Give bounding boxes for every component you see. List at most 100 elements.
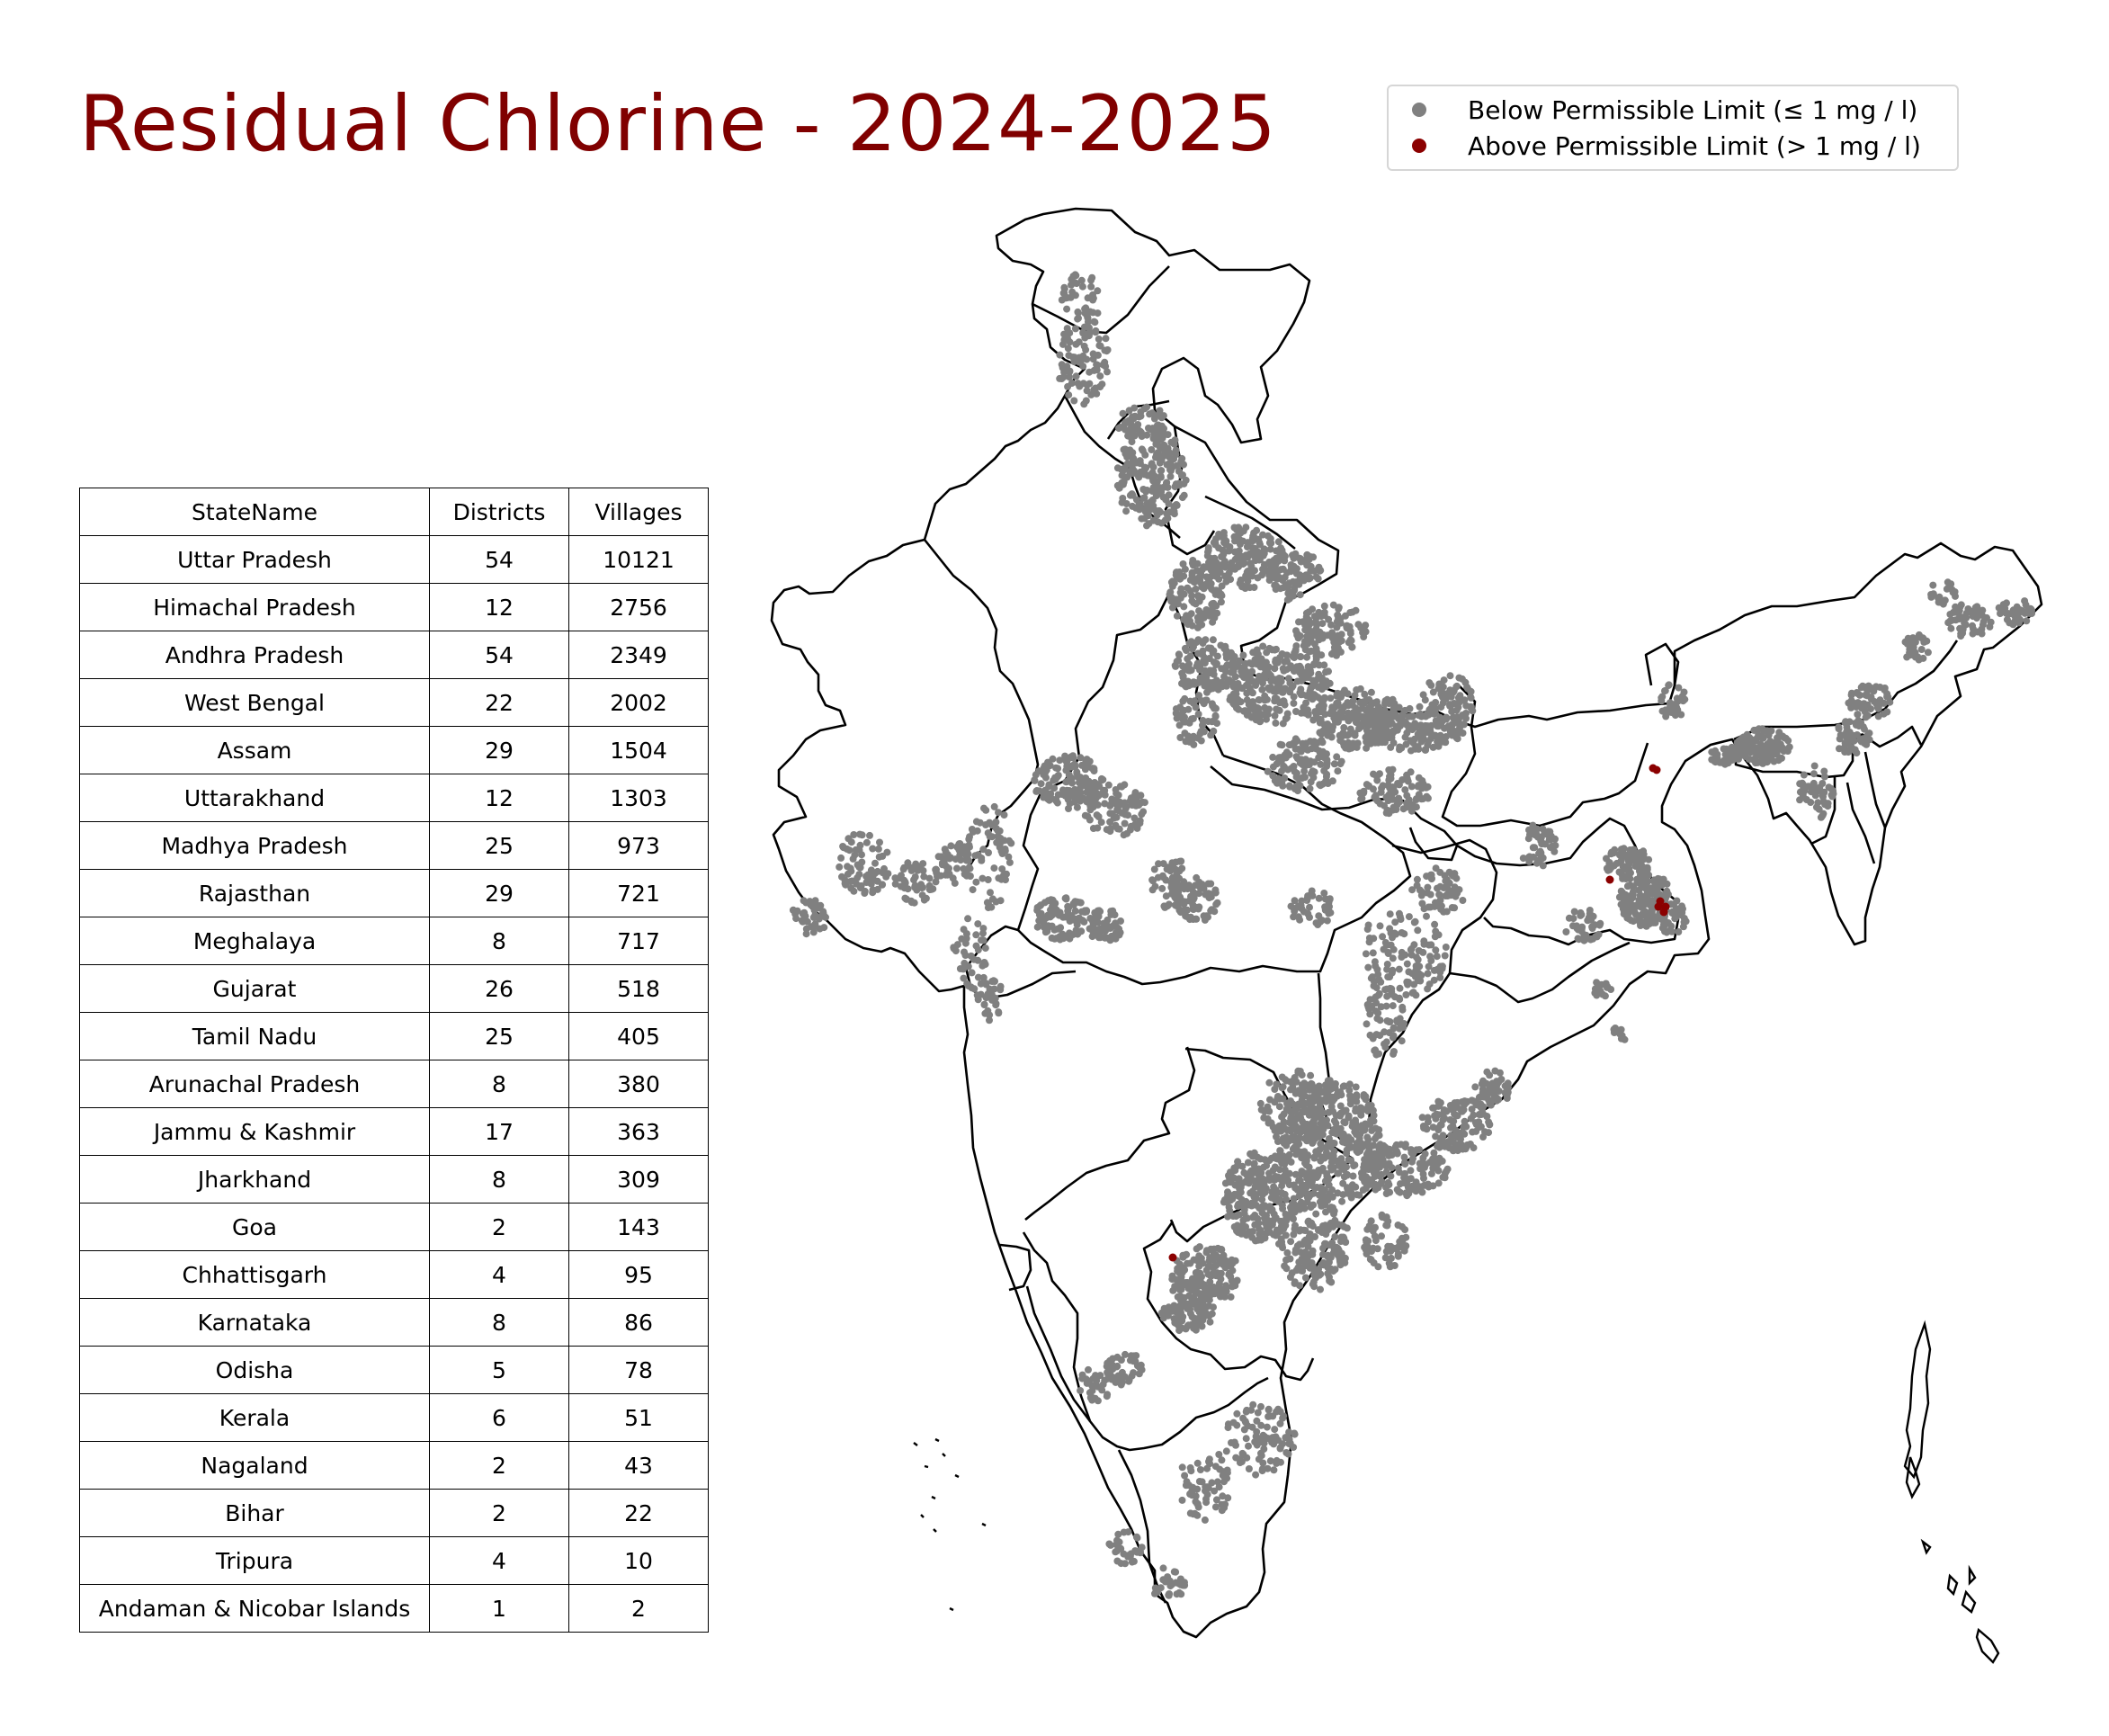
state-cell: Tripura	[79, 1536, 430, 1585]
sample-point-below	[1145, 520, 1153, 528]
sample-point-below	[1615, 893, 1623, 901]
sample-point-below	[1386, 910, 1394, 918]
sample-point-below	[1261, 1156, 1269, 1164]
sample-point-below	[1184, 1305, 1192, 1312]
sample-point-below	[1063, 777, 1071, 785]
sample-point-below	[818, 911, 827, 918]
sample-point-below	[1192, 1288, 1200, 1296]
sample-point-below	[1643, 864, 1651, 872]
sample-point-below	[1420, 905, 1428, 913]
sample-point-below	[1073, 803, 1081, 811]
sample-point-below	[1224, 676, 1232, 685]
sample-point-below	[1112, 821, 1120, 829]
sample-point-below	[1321, 1239, 1329, 1248]
sample-point-below	[1061, 894, 1069, 902]
sample-point-below	[1413, 1146, 1421, 1154]
sample-point-below	[1333, 1157, 1341, 1165]
table-row: Rajasthan 29 721	[79, 869, 709, 917]
state-cell: Tamil Nadu	[79, 1012, 430, 1060]
sample-point-below	[1422, 711, 1430, 719]
sample-point-below	[1319, 631, 1327, 639]
sample-point-below	[1077, 356, 1085, 364]
sample-point-below	[1235, 552, 1243, 560]
sample-point-below	[1617, 846, 1625, 854]
sample-point-below	[1419, 948, 1427, 956]
sample-point-below	[1326, 1205, 1334, 1213]
sample-point-below	[1243, 667, 1250, 676]
sample-point-below	[1149, 463, 1157, 471]
sample-point-below	[1064, 335, 1071, 343]
sample-point-below	[1276, 1147, 1284, 1155]
sample-point-below	[1352, 704, 1360, 712]
sample-point-below	[1164, 515, 1172, 523]
sample-point-below	[1186, 617, 1194, 625]
sample-point-below	[1270, 1210, 1278, 1218]
sample-point-below	[1460, 696, 1468, 704]
sample-point-below	[1193, 1256, 1201, 1264]
sample-point-below	[1086, 816, 1094, 824]
sample-point-below	[1291, 1248, 1300, 1257]
sample-point-below	[1324, 1263, 1332, 1271]
sample-point-below	[1215, 1279, 1223, 1287]
sample-point-below	[1272, 719, 1280, 727]
sample-point-below	[1372, 1132, 1381, 1141]
sample-point-below	[1193, 1305, 1202, 1313]
sample-point-below	[1318, 1164, 1327, 1172]
sample-point-below	[1354, 715, 1362, 723]
sample-point-below	[1412, 1178, 1420, 1186]
sample-point-below	[1316, 567, 1324, 575]
table-row: Himachal Pradesh 12 2756	[79, 583, 709, 631]
sample-point-below	[1071, 798, 1078, 806]
sample-point-below	[1454, 703, 1462, 711]
sample-point-below	[1357, 1108, 1364, 1116]
sample-point-below	[1281, 658, 1289, 666]
sample-point-below	[993, 838, 1001, 846]
sample-point-below	[844, 870, 852, 878]
sample-point-below	[1620, 865, 1628, 873]
sample-point-below	[1434, 738, 1442, 746]
sample-point-below	[1289, 1201, 1297, 1209]
sample-point-below	[1094, 287, 1102, 295]
table-row: West Bengal 22 2002	[79, 678, 709, 727]
sample-point-below	[1375, 989, 1383, 998]
sample-point-below	[1253, 1191, 1260, 1199]
sample-point-below	[1132, 504, 1140, 512]
sample-point-below	[1076, 927, 1084, 935]
districts-cell: 29	[429, 726, 569, 774]
sample-point-below	[1297, 1198, 1305, 1206]
sample-point-below	[1321, 711, 1329, 719]
sample-point-below	[1068, 914, 1076, 921]
sample-point-below	[1379, 933, 1387, 941]
sample-point-below	[995, 1009, 1003, 1017]
sample-point-below	[1040, 793, 1048, 801]
sample-point-below	[1256, 1099, 1265, 1107]
sample-point-below	[1651, 880, 1659, 888]
sample-point-below	[1163, 865, 1171, 873]
sample-point-below	[1199, 638, 1207, 646]
sample-point-below	[1311, 1134, 1319, 1142]
villages-cell: 10	[568, 1536, 709, 1585]
state-cell: Madhya Pradesh	[79, 821, 430, 870]
sample-point-below	[1080, 400, 1088, 408]
sample-point-below	[998, 865, 1006, 873]
sample-point-below	[1277, 1157, 1285, 1165]
sample-point-below	[1355, 1191, 1363, 1199]
sample-point-below	[1401, 951, 1409, 959]
sample-point-below	[1303, 638, 1311, 645]
sample-point-below	[1320, 720, 1328, 729]
sample-point-below	[1139, 486, 1148, 493]
sample-point-below	[962, 869, 970, 877]
sample-point-below	[1292, 753, 1300, 761]
sample-point-below	[1259, 642, 1267, 650]
sample-point-below	[846, 864, 854, 872]
sample-point-below	[1385, 791, 1393, 799]
sample-point-below	[1398, 929, 1406, 936]
lakshadweep	[913, 1437, 987, 1612]
sample-point-below	[1246, 550, 1254, 558]
sample-point-below	[1297, 901, 1305, 909]
sample-point-below	[1069, 353, 1077, 361]
sample-point-below	[1636, 891, 1644, 899]
sample-point-below	[980, 1000, 988, 1008]
sample-point-below	[1207, 1272, 1215, 1280]
districts-cell: 17	[429, 1107, 569, 1156]
